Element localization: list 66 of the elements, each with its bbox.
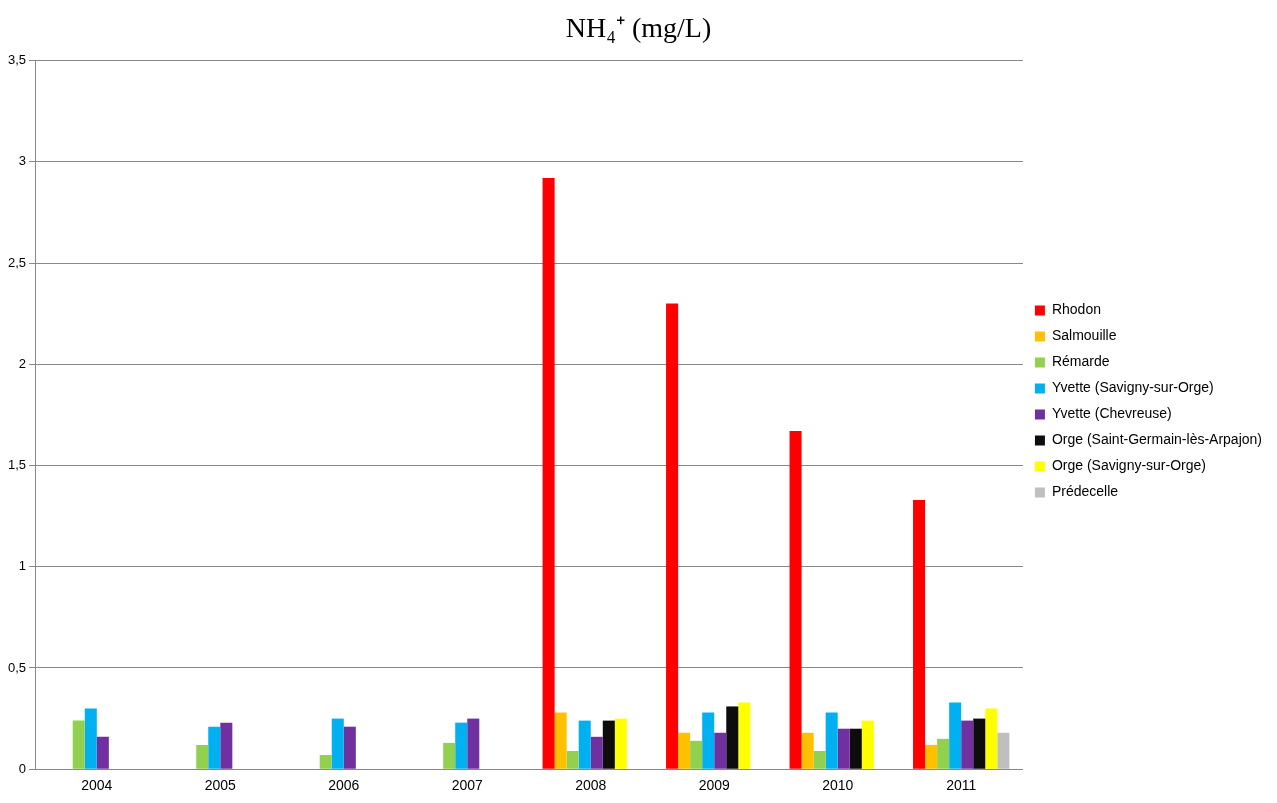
bar [678,732,691,769]
bar [801,732,814,769]
y-tick-label: 0,5 [7,659,27,675]
x-tick-label: 2011 [946,777,977,794]
y-tick-label: 2,5 [7,254,27,270]
chart-title: NH₄⁺ (mg/L) [565,12,712,44]
bar [973,718,986,769]
bar [614,718,627,769]
bar [343,726,356,769]
legend-label: Orge (Saint-Germain-lès-Arpajon) [1051,431,1263,448]
bar [789,431,802,769]
bar [714,732,727,769]
bar [937,738,950,769]
y-tick-label: 3,5 [7,52,27,68]
legend-label: Orge (Savigny-sur-Orge) [1051,457,1206,474]
bar [837,728,850,769]
bar [443,742,456,769]
bar [602,720,615,769]
legend-label: Salmouille [1051,327,1117,344]
x-tick-label: 2005 [204,777,237,794]
bar [578,720,591,769]
x-tick-label: 2004 [81,777,113,794]
x-tick-label: 2009 [698,777,731,794]
x-tick-label: 2010 [822,777,854,794]
bar [813,750,826,769]
bar [738,702,751,769]
bar [208,726,221,769]
legend-label: Rhodon [1051,301,1101,318]
legend-label: Yvette (Savigny-sur-Orge) [1051,379,1214,396]
bar [72,720,85,769]
y-tick-label: 0 [18,760,27,776]
bar [554,712,567,769]
x-tick-label: 2006 [328,777,360,794]
legend-label: Prédecelle [1051,483,1119,500]
bar [961,720,974,769]
bar [702,712,715,769]
bar [467,718,480,769]
y-tick-label: 1 [18,558,27,574]
bar [666,303,679,769]
x-tick-label: 2007 [451,777,484,794]
bar [220,722,233,769]
bar [997,732,1010,769]
bar [319,755,332,769]
bar [825,712,838,769]
bar [196,744,209,769]
legend-label: Rémarde [1051,353,1110,370]
y-tick-label: 3 [18,153,27,169]
bar [84,708,97,769]
bar [331,718,344,769]
bar [590,736,603,769]
bar [566,750,579,769]
bar [690,740,703,769]
bar [96,736,109,769]
bar [985,708,998,769]
x-tick-label: 2008 [575,777,607,794]
bar [925,744,938,769]
bar [542,178,555,769]
bar [913,499,926,769]
bar [861,720,874,769]
y-tick-label: 2 [18,355,27,371]
bar [949,702,962,769]
legend-label: Yvette (Chevreuse) [1051,405,1172,422]
y-tick-label: 1,5 [7,457,27,473]
bar [849,728,862,769]
bar [455,722,468,769]
bar [726,706,739,769]
